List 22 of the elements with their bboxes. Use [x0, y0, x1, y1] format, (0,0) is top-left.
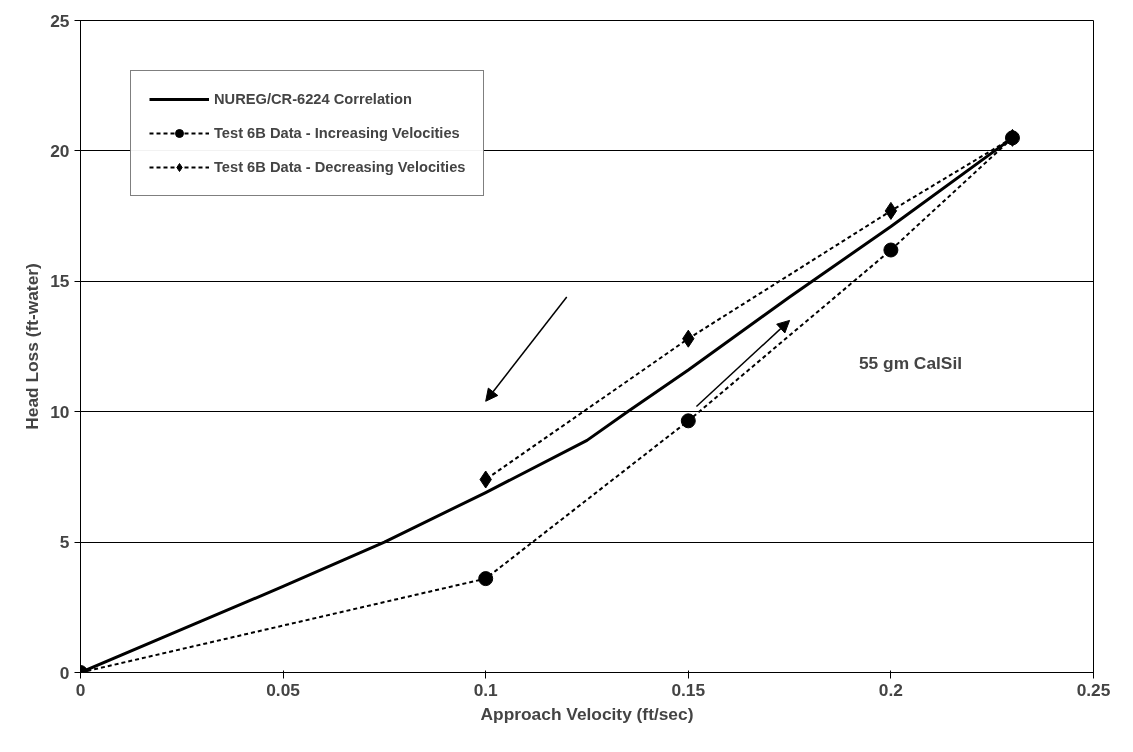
y-tick-label: 25 — [50, 10, 70, 31]
y-tick-label: 15 — [50, 271, 70, 292]
x-tick-label: 0.15 — [671, 679, 706, 700]
legend-label: NUREG/CR-6224 Correlation — [214, 91, 412, 107]
x-tick-label: 0 — [75, 679, 86, 700]
x-tick-label: 0.2 — [878, 679, 903, 700]
x-tick-label: 0.1 — [473, 679, 499, 700]
x-tick-label: 0.05 — [266, 679, 301, 700]
y-tick-label: 0 — [59, 662, 70, 683]
point — [884, 201, 898, 220]
y-tick-label: 10 — [50, 401, 70, 422]
point — [883, 242, 899, 258]
y-tick-label: 20 — [50, 140, 70, 161]
legend-label: Test 6B Data - Decreasing Velocities — [214, 159, 466, 175]
legend-label: Test 6B Data - Increasing Velocities — [214, 125, 460, 141]
y-axis-title: Head Loss (ft-water) — [22, 263, 43, 430]
annotation: 55 gm CalSil — [858, 352, 963, 373]
x-tick-label: 0.25 — [1076, 679, 1111, 700]
point — [478, 571, 494, 587]
point — [680, 413, 696, 429]
x-axis-title: Approach Velocity (ft/sec) — [480, 703, 694, 724]
y-tick-label: 5 — [59, 532, 70, 553]
